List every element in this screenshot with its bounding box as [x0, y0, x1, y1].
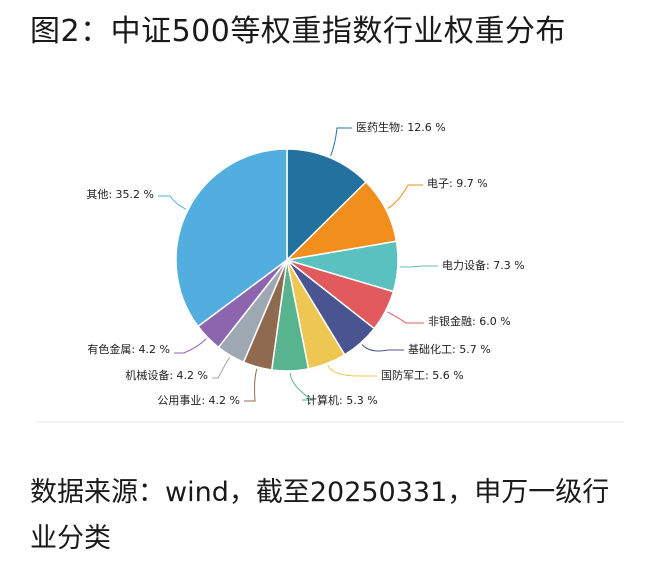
pie-leader-line: [387, 311, 424, 324]
pie-slice-label: 非银金融: 6.0 %: [428, 314, 511, 328]
pie-slice-label: 有色金属: 4.2 %: [87, 342, 170, 356]
pie-slice: [175, 148, 288, 328]
pie-leader-line: [212, 357, 230, 379]
pie-leader-line: [387, 184, 423, 209]
pie-slice-label: 其他: 35.2 %: [86, 188, 154, 201]
pie-leader-line: [174, 338, 207, 354]
pie-slice: [286, 148, 368, 262]
pie-leader-line: [361, 344, 404, 352]
pie-leader-line: [158, 195, 187, 210]
pie-slice-label: 公用事业: 4.2 %: [157, 394, 240, 407]
pie-leader-line: [399, 265, 438, 268]
pie-slice-label: 基础化工: 5.7 %: [408, 342, 491, 356]
pie-leader-line: [327, 365, 377, 377]
pie-leader-line: [244, 368, 258, 402]
pie-leader-line: [289, 372, 314, 401]
pie-chart: 医药生物: 12.6 % 电子: 9.7 % 电力设备: 7.3 % 非银金融: 6.…: [30, 88, 630, 448]
pie-slice-label: 计算机: 5.3 %: [306, 393, 378, 407]
pie-slice-label: 医药生物: 12.6 %: [356, 120, 446, 134]
pie-slice-label: 机械设备: 4.2 %: [125, 368, 208, 382]
source-note: 数据来源：wind，截至20250331，申万一级行业分类: [30, 477, 610, 554]
pie-slice-label: 电子: 9.7 %: [427, 177, 488, 190]
pie-leader-line: [330, 127, 352, 156]
pie-chart-svg: 医药生物: 12.6 % 电子: 9.7 % 电力设备: 7.3 % 非银金融: 6.…: [30, 88, 630, 424]
pie-slice-label: 电力设备: 7.3 %: [442, 258, 525, 272]
chart-title: 图2：中证500等权重指数行业权重分布: [30, 14, 566, 49]
pie-slice-label: 国防军工: 5.6 %: [381, 368, 464, 382]
